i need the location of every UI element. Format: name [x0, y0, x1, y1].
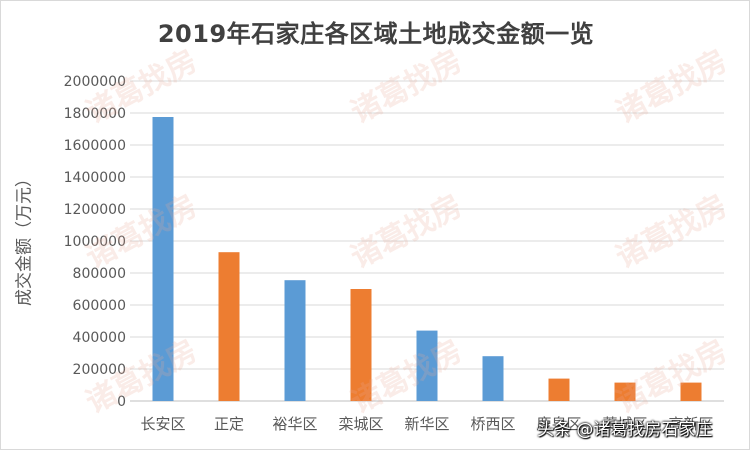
y-tick-label: 1800000: [64, 106, 126, 122]
x-tick-label: 栾城区: [338, 415, 383, 433]
x-tick-label: 长安区: [140, 415, 185, 433]
bar-2: [218, 252, 240, 401]
gridlines: [130, 80, 724, 402]
x-tick-label: 桥西区: [470, 415, 515, 433]
bar-8: [614, 382, 636, 401]
bar-series: [152, 117, 702, 401]
chart-title: 2019年石家庄各区域土地成交金额一览: [157, 20, 595, 48]
y-tick-label: 800000: [73, 266, 126, 282]
bar-1: [152, 117, 174, 401]
y-tick-label: 400000: [73, 330, 126, 346]
x-tick-label: 裕华区: [272, 415, 317, 433]
bar-3: [284, 280, 306, 401]
y-tick-label: 0: [117, 394, 126, 410]
y-tick-label: 1200000: [64, 202, 126, 218]
x-tick-label: 正定: [214, 415, 244, 433]
x-tick-labels: 长安区 正定 裕华区 栾城区 新华区 桥西区 鹿泉区 藁城区 高新区: [140, 415, 713, 433]
x-tick-label: 藁城区: [602, 415, 647, 433]
y-tick-label: 1000000: [64, 234, 126, 250]
y-tick-label: 600000: [73, 298, 126, 314]
bar-4: [350, 289, 372, 401]
x-tick-label: 鹿泉区: [536, 415, 581, 433]
y-tick-labels: 0 200000 400000 600000 800000 1000000 1200000 1…: [64, 74, 126, 410]
bar-7: [548, 378, 570, 401]
x-tick-label: 高新区: [668, 415, 713, 433]
y-tick-label: 200000: [73, 362, 126, 378]
bar-9: [680, 382, 702, 401]
y-tick-label: 1400000: [64, 170, 126, 186]
bar-6: [482, 356, 504, 401]
source-credit: 头条 @诸葛找房石家庄: [537, 420, 713, 440]
y-tick-label: 1600000: [64, 138, 126, 154]
bar-5: [416, 330, 438, 401]
y-tick-label: 2000000: [64, 74, 126, 90]
x-tick-label: 新华区: [404, 415, 449, 433]
